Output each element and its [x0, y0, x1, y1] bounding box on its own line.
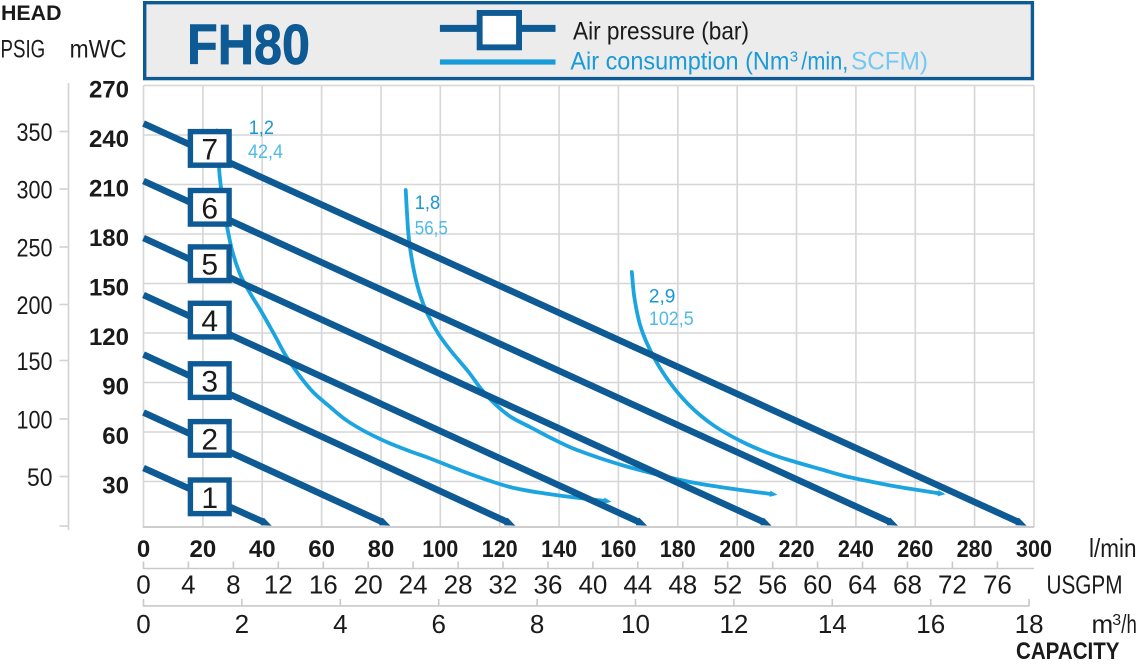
svg-text:56,5: 56,5: [415, 218, 448, 239]
svg-text:16: 16: [309, 570, 338, 600]
svg-text:240: 240: [89, 126, 129, 153]
svg-text:150: 150: [17, 348, 53, 376]
svg-text:USGPM: USGPM: [1047, 570, 1123, 600]
svg-text:300: 300: [1016, 536, 1052, 563]
svg-text:140: 140: [541, 536, 577, 563]
svg-text:72: 72: [938, 570, 967, 600]
svg-text:80: 80: [368, 536, 395, 563]
svg-text:/h: /h: [1121, 609, 1137, 639]
svg-text:/min,: /min,: [801, 48, 848, 76]
svg-text:210: 210: [89, 176, 129, 203]
svg-text:5: 5: [201, 249, 218, 282]
svg-text:1,2: 1,2: [249, 118, 274, 139]
svg-text:10: 10: [621, 609, 650, 639]
svg-text:SCFM): SCFM): [851, 48, 928, 76]
svg-text:4: 4: [201, 305, 218, 338]
svg-text:Air pressure (bar): Air pressure (bar): [573, 18, 749, 46]
svg-text:16: 16: [916, 609, 945, 639]
svg-text:1,8: 1,8: [415, 193, 440, 214]
svg-text:120: 120: [89, 324, 129, 351]
svg-text:7: 7: [201, 133, 218, 166]
svg-text:0: 0: [137, 536, 150, 563]
svg-text:8: 8: [530, 609, 544, 639]
svg-text:12: 12: [719, 609, 748, 639]
svg-text:m: m: [1092, 609, 1114, 639]
svg-text:6: 6: [431, 609, 445, 639]
svg-text:250: 250: [17, 235, 53, 263]
svg-text:44: 44: [623, 570, 652, 600]
svg-text:0: 0: [136, 570, 150, 600]
svg-text:280: 280: [957, 536, 993, 563]
svg-text:76: 76: [983, 570, 1012, 600]
svg-text:350: 350: [17, 119, 53, 147]
svg-text:24: 24: [399, 570, 428, 600]
svg-text:270: 270: [89, 77, 129, 104]
svg-text:32: 32: [489, 570, 518, 600]
svg-text:6: 6: [201, 192, 218, 225]
svg-text:2,9: 2,9: [649, 287, 676, 308]
svg-text:30: 30: [102, 473, 129, 500]
svg-text:3: 3: [1112, 612, 1121, 629]
svg-text:48: 48: [668, 570, 697, 600]
svg-text:20: 20: [190, 536, 217, 563]
svg-text:100: 100: [422, 536, 458, 563]
svg-text:180: 180: [89, 225, 129, 252]
svg-text:18: 18: [1015, 609, 1044, 639]
svg-text:36: 36: [534, 570, 563, 600]
svg-text:260: 260: [897, 536, 933, 563]
svg-text:3: 3: [790, 49, 798, 66]
svg-text:3: 3: [201, 366, 218, 399]
svg-text:0: 0: [136, 609, 150, 639]
svg-text:300: 300: [17, 177, 53, 205]
svg-text:12: 12: [264, 570, 293, 600]
svg-text:mWC: mWC: [70, 36, 127, 64]
svg-text:40: 40: [578, 570, 607, 600]
svg-text:1: 1: [201, 482, 218, 515]
svg-text:42,4: 42,4: [248, 142, 283, 163]
svg-text:64: 64: [848, 570, 877, 600]
svg-text:60: 60: [803, 570, 832, 600]
svg-text:150: 150: [89, 275, 129, 302]
svg-text:2: 2: [201, 423, 218, 456]
svg-text:HEAD: HEAD: [1, 2, 62, 25]
svg-text:l/min: l/min: [1089, 533, 1137, 563]
svg-text:120: 120: [482, 536, 518, 563]
svg-text:160: 160: [600, 536, 636, 563]
svg-text:20: 20: [354, 570, 383, 600]
svg-text:200: 200: [719, 536, 755, 563]
svg-text:200: 200: [17, 292, 53, 320]
svg-text:50: 50: [27, 464, 53, 492]
svg-text:8: 8: [226, 570, 240, 600]
svg-text:102,5: 102,5: [649, 309, 694, 330]
svg-text:14: 14: [818, 609, 847, 639]
svg-text:100: 100: [17, 407, 53, 435]
svg-text:90: 90: [102, 374, 129, 401]
svg-text:Air consumption (Nm: Air consumption (Nm: [570, 48, 789, 76]
svg-text:4: 4: [181, 570, 195, 600]
svg-text:2: 2: [235, 609, 249, 639]
svg-text:60: 60: [308, 536, 335, 563]
svg-text:60: 60: [102, 423, 129, 450]
svg-text:FH80: FH80: [187, 13, 310, 77]
svg-text:4: 4: [333, 609, 347, 639]
svg-text:220: 220: [779, 536, 815, 563]
svg-text:68: 68: [893, 570, 922, 600]
svg-text:180: 180: [660, 536, 696, 563]
svg-text:28: 28: [444, 570, 473, 600]
svg-text:56: 56: [758, 570, 787, 600]
svg-text:CAPACITY: CAPACITY: [1016, 638, 1120, 663]
svg-text:40: 40: [249, 536, 276, 563]
svg-text:52: 52: [713, 570, 742, 600]
svg-text:240: 240: [838, 536, 874, 563]
svg-text:PSIG: PSIG: [1, 36, 46, 64]
